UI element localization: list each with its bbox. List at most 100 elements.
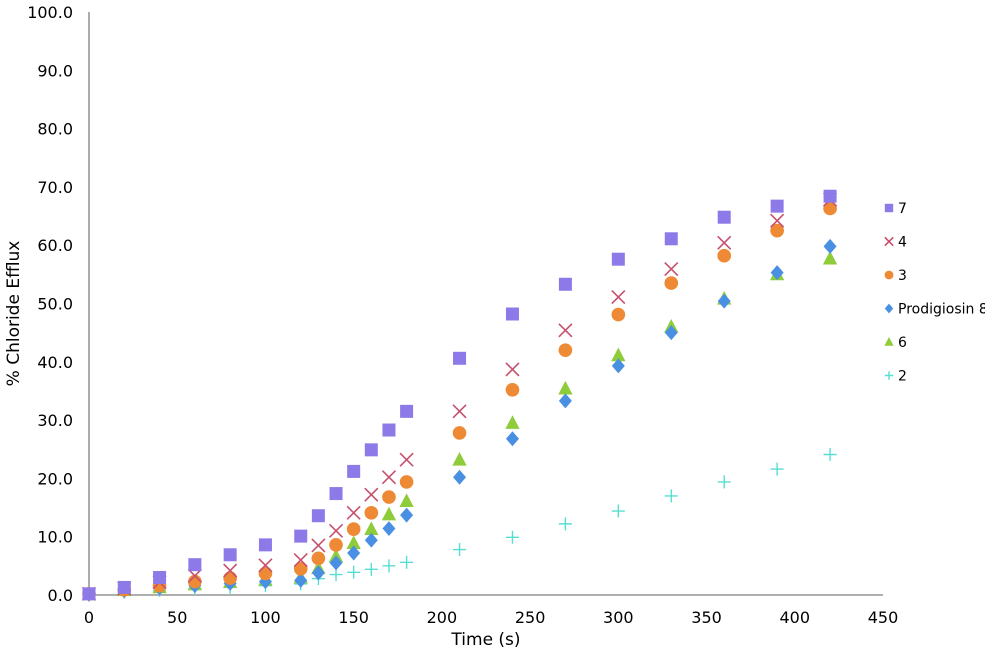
legend-label: 6 <box>898 335 907 351</box>
data-point <box>188 558 202 572</box>
data-point <box>770 213 785 228</box>
legend: 7 4 3 Prodigiosin 8 6 2 <box>884 201 985 385</box>
y-tick-label: 30.0 <box>37 411 73 430</box>
x-tick-label: 50 <box>167 608 187 627</box>
data-point <box>664 276 679 290</box>
data-point <box>329 555 343 571</box>
data-point <box>717 248 732 263</box>
data-point <box>400 404 414 418</box>
data-point <box>364 505 379 520</box>
data-point <box>399 493 414 507</box>
y-tick-label: 40.0 <box>37 353 73 372</box>
data-point <box>382 490 396 504</box>
data-point <box>399 452 414 467</box>
legend-item: 7 <box>884 201 907 217</box>
data-point <box>117 580 131 594</box>
legend-item: Prodigiosin 8 <box>884 302 985 318</box>
data-point <box>823 238 837 254</box>
plot-area <box>81 12 883 602</box>
data-point <box>558 517 572 531</box>
x-tick-label: 200 <box>427 608 458 627</box>
data-point <box>505 362 520 377</box>
y-tick-label: 0.0 <box>48 586 73 605</box>
data-point <box>346 535 361 549</box>
data-point <box>328 523 344 538</box>
legend-label: 7 <box>898 201 907 217</box>
y-tick-label: 50.0 <box>37 295 73 314</box>
legend-label: 2 <box>898 369 907 385</box>
legend-label: Prodigiosin 8 <box>898 302 985 318</box>
legend-marker <box>884 303 894 314</box>
y-tick-label: 90.0 <box>37 61 73 80</box>
y-tick-label: 20.0 <box>37 469 73 488</box>
data-point <box>717 210 731 224</box>
data-point <box>399 475 414 489</box>
data-point <box>717 235 732 250</box>
data-point <box>664 262 679 277</box>
data-point <box>311 565 325 581</box>
data-point <box>770 462 784 476</box>
legend-marker <box>884 203 894 213</box>
data-point <box>82 587 96 601</box>
data-point <box>382 559 396 573</box>
data-point <box>505 431 519 447</box>
data-point <box>822 250 838 265</box>
data-point <box>223 548 237 562</box>
data-point <box>453 543 467 557</box>
data-point <box>258 566 273 581</box>
data-point <box>611 307 626 322</box>
x-tick-label: 0 <box>84 608 94 627</box>
legend-marker <box>884 371 894 380</box>
legend-item: 2 <box>884 369 907 385</box>
legend-item: 3 <box>884 268 907 284</box>
legend-item: 6 <box>884 335 907 351</box>
data-point <box>329 538 343 552</box>
data-point <box>664 232 678 246</box>
data-point <box>823 189 837 203</box>
data-point <box>293 552 308 568</box>
data-point <box>505 382 520 397</box>
data-point <box>558 380 573 395</box>
data-point <box>611 358 625 374</box>
data-point <box>347 464 361 478</box>
legend-label: 4 <box>898 235 907 251</box>
data-point <box>311 551 326 566</box>
data-point <box>364 443 378 457</box>
series-3 <box>82 201 837 601</box>
y-axis-title: % Chloride Efflux <box>4 241 24 387</box>
y-axis-ticks: 0.0 10.0 20.0 30.0 40.0 50.0 60.0 70.0 80.0 90.0 1… <box>27 3 73 605</box>
data-point <box>364 521 379 535</box>
data-point <box>364 532 378 548</box>
data-point <box>382 521 396 537</box>
x-tick-label: 350 <box>691 608 722 627</box>
legend-label: 3 <box>898 268 907 284</box>
data-point <box>400 507 414 523</box>
series-7 <box>82 189 837 601</box>
data-point <box>400 555 414 569</box>
data-point <box>223 563 238 578</box>
legend-marker <box>884 270 894 280</box>
x-tick-label: 400 <box>780 608 811 627</box>
legend-item: 4 <box>884 235 907 251</box>
y-tick-label: 60.0 <box>37 236 73 255</box>
x-tick-label: 100 <box>250 608 281 627</box>
data-point <box>311 538 326 553</box>
data-point <box>187 568 202 583</box>
data-point <box>347 565 361 579</box>
legend-marker <box>884 236 894 247</box>
data-point <box>558 323 573 338</box>
data-point <box>329 487 343 501</box>
data-point <box>294 529 308 543</box>
data-point <box>664 489 678 503</box>
data-point <box>770 223 784 238</box>
data-point <box>346 505 361 520</box>
data-point <box>293 561 308 576</box>
x-tick-label: 300 <box>603 608 634 627</box>
data-point <box>346 522 361 536</box>
data-point <box>770 199 784 213</box>
data-point <box>294 572 308 588</box>
data-point <box>364 487 379 502</box>
data-point <box>611 252 625 266</box>
x-axis-ticks: 0 50 100 150 200 250 300 350 400 450 <box>84 608 898 627</box>
